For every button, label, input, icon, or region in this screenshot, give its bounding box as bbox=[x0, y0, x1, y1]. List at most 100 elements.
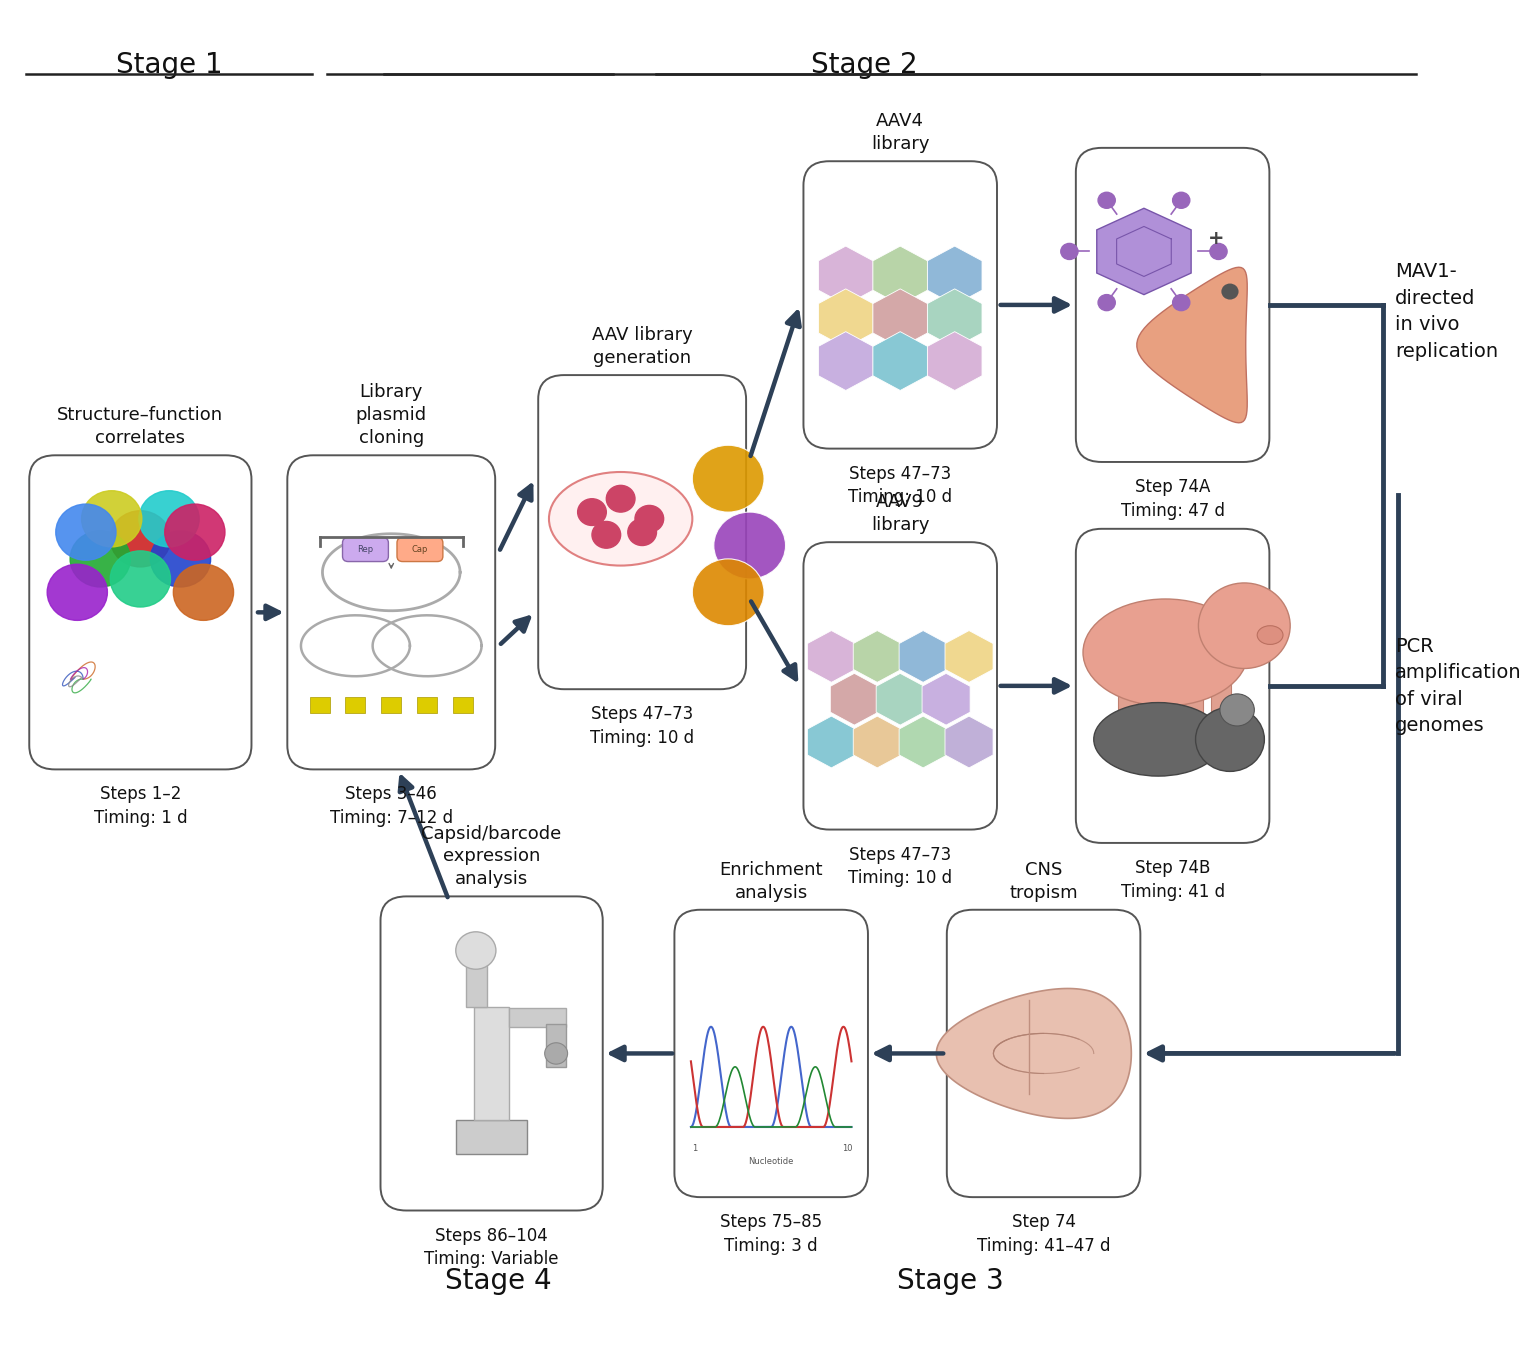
Ellipse shape bbox=[1082, 599, 1248, 706]
Text: CNS
tropism: CNS tropism bbox=[1009, 861, 1078, 901]
Circle shape bbox=[110, 511, 170, 566]
Polygon shape bbox=[819, 332, 874, 390]
Polygon shape bbox=[900, 631, 947, 682]
Bar bbox=[1147, 679, 1167, 733]
Text: Stage 3: Stage 3 bbox=[897, 1267, 1004, 1295]
Text: +: + bbox=[1208, 229, 1223, 247]
Circle shape bbox=[55, 504, 117, 561]
Circle shape bbox=[714, 512, 785, 578]
Polygon shape bbox=[808, 631, 855, 682]
FancyBboxPatch shape bbox=[342, 538, 388, 562]
Polygon shape bbox=[819, 289, 874, 348]
Circle shape bbox=[1061, 243, 1078, 260]
Text: PCR
amplification
of viral
genomes: PCR amplification of viral genomes bbox=[1395, 636, 1521, 736]
Polygon shape bbox=[854, 631, 901, 682]
Circle shape bbox=[635, 506, 664, 533]
Circle shape bbox=[1196, 707, 1265, 772]
Circle shape bbox=[693, 445, 763, 512]
Ellipse shape bbox=[1093, 702, 1223, 776]
Bar bbox=[474, 1006, 509, 1120]
FancyBboxPatch shape bbox=[29, 456, 251, 769]
Circle shape bbox=[1098, 192, 1116, 208]
Text: Steps 47–73
Timing: 10 d: Steps 47–73 Timing: 10 d bbox=[848, 464, 952, 506]
Text: Stage 2: Stage 2 bbox=[811, 51, 918, 79]
Bar bbox=[455, 1120, 527, 1154]
Text: MAV1-
directed
in vivo
replication: MAV1- directed in vivo replication bbox=[1395, 262, 1498, 360]
Polygon shape bbox=[927, 289, 983, 348]
FancyBboxPatch shape bbox=[803, 542, 996, 830]
Text: Step 74
Timing: 41–47 d: Step 74 Timing: 41–47 d bbox=[977, 1213, 1110, 1255]
Circle shape bbox=[164, 504, 225, 561]
Bar bbox=[345, 697, 365, 713]
Text: Step 74B
Timing: 41 d: Step 74B Timing: 41 d bbox=[1121, 859, 1225, 901]
Circle shape bbox=[173, 565, 233, 620]
Ellipse shape bbox=[1257, 625, 1283, 644]
Circle shape bbox=[81, 491, 141, 547]
Circle shape bbox=[1173, 192, 1190, 208]
Polygon shape bbox=[927, 332, 983, 390]
Circle shape bbox=[140, 491, 199, 547]
Text: AAV4
library: AAV4 library bbox=[871, 112, 929, 153]
Circle shape bbox=[1220, 694, 1254, 726]
Circle shape bbox=[1222, 284, 1239, 300]
Circle shape bbox=[71, 531, 130, 586]
Text: AAV library
generation: AAV library generation bbox=[592, 327, 693, 367]
Polygon shape bbox=[831, 674, 878, 725]
Polygon shape bbox=[1137, 268, 1248, 422]
Polygon shape bbox=[872, 246, 927, 305]
Circle shape bbox=[48, 565, 107, 620]
Polygon shape bbox=[1096, 208, 1191, 295]
Text: Capsid/barcode
expression
analysis: Capsid/barcode expression analysis bbox=[422, 824, 561, 888]
Circle shape bbox=[629, 519, 656, 546]
FancyBboxPatch shape bbox=[675, 909, 868, 1197]
FancyBboxPatch shape bbox=[947, 909, 1141, 1197]
FancyBboxPatch shape bbox=[380, 896, 602, 1210]
Text: Library
plasmid
cloning: Library plasmid cloning bbox=[356, 383, 426, 448]
FancyBboxPatch shape bbox=[1076, 148, 1269, 461]
Text: Rep: Rep bbox=[357, 545, 374, 554]
Circle shape bbox=[1210, 243, 1226, 260]
Polygon shape bbox=[877, 674, 924, 725]
FancyBboxPatch shape bbox=[397, 538, 443, 562]
Bar bbox=[509, 1007, 566, 1026]
Polygon shape bbox=[808, 716, 855, 768]
Text: Step 74A
Timing: 47 d: Step 74A Timing: 47 d bbox=[1121, 477, 1225, 519]
Bar bbox=[452, 697, 474, 713]
Polygon shape bbox=[944, 631, 993, 682]
Polygon shape bbox=[819, 246, 874, 305]
Circle shape bbox=[544, 1042, 567, 1064]
Polygon shape bbox=[872, 332, 927, 390]
Bar bbox=[546, 1024, 566, 1067]
FancyBboxPatch shape bbox=[1076, 529, 1269, 843]
Bar bbox=[382, 697, 402, 713]
Polygon shape bbox=[921, 674, 970, 725]
Text: AAV9
library: AAV9 library bbox=[871, 494, 929, 534]
Text: 1: 1 bbox=[693, 1145, 698, 1153]
Text: Stage 1: Stage 1 bbox=[115, 51, 222, 79]
Circle shape bbox=[1098, 295, 1116, 311]
Text: Steps 3–46
Timing: 7–12 d: Steps 3–46 Timing: 7–12 d bbox=[330, 785, 452, 827]
Text: Cap: Cap bbox=[412, 545, 428, 554]
Polygon shape bbox=[900, 716, 947, 768]
Text: 10: 10 bbox=[842, 1145, 852, 1153]
Text: Steps 86–104
Timing: Variable: Steps 86–104 Timing: Variable bbox=[425, 1227, 560, 1268]
Text: Nucleotide: Nucleotide bbox=[748, 1158, 794, 1166]
Text: Steps 1–2
Timing: 1 d: Steps 1–2 Timing: 1 d bbox=[94, 785, 187, 827]
Circle shape bbox=[693, 560, 763, 625]
Text: Steps 75–85
Timing: 3 d: Steps 75–85 Timing: 3 d bbox=[721, 1213, 822, 1255]
Polygon shape bbox=[937, 989, 1131, 1119]
Circle shape bbox=[1173, 295, 1190, 311]
Text: Steps 47–73
Timing: 10 d: Steps 47–73 Timing: 10 d bbox=[590, 705, 694, 746]
FancyBboxPatch shape bbox=[803, 161, 996, 449]
Circle shape bbox=[1199, 582, 1291, 668]
Circle shape bbox=[578, 499, 607, 526]
Polygon shape bbox=[927, 246, 983, 305]
Circle shape bbox=[455, 932, 495, 970]
Polygon shape bbox=[944, 716, 993, 768]
Bar bbox=[1182, 679, 1203, 733]
Polygon shape bbox=[854, 716, 901, 768]
FancyBboxPatch shape bbox=[538, 375, 747, 689]
Bar bbox=[1118, 679, 1137, 733]
Text: Enrichment
analysis: Enrichment analysis bbox=[719, 861, 823, 901]
Bar bbox=[466, 954, 487, 1006]
